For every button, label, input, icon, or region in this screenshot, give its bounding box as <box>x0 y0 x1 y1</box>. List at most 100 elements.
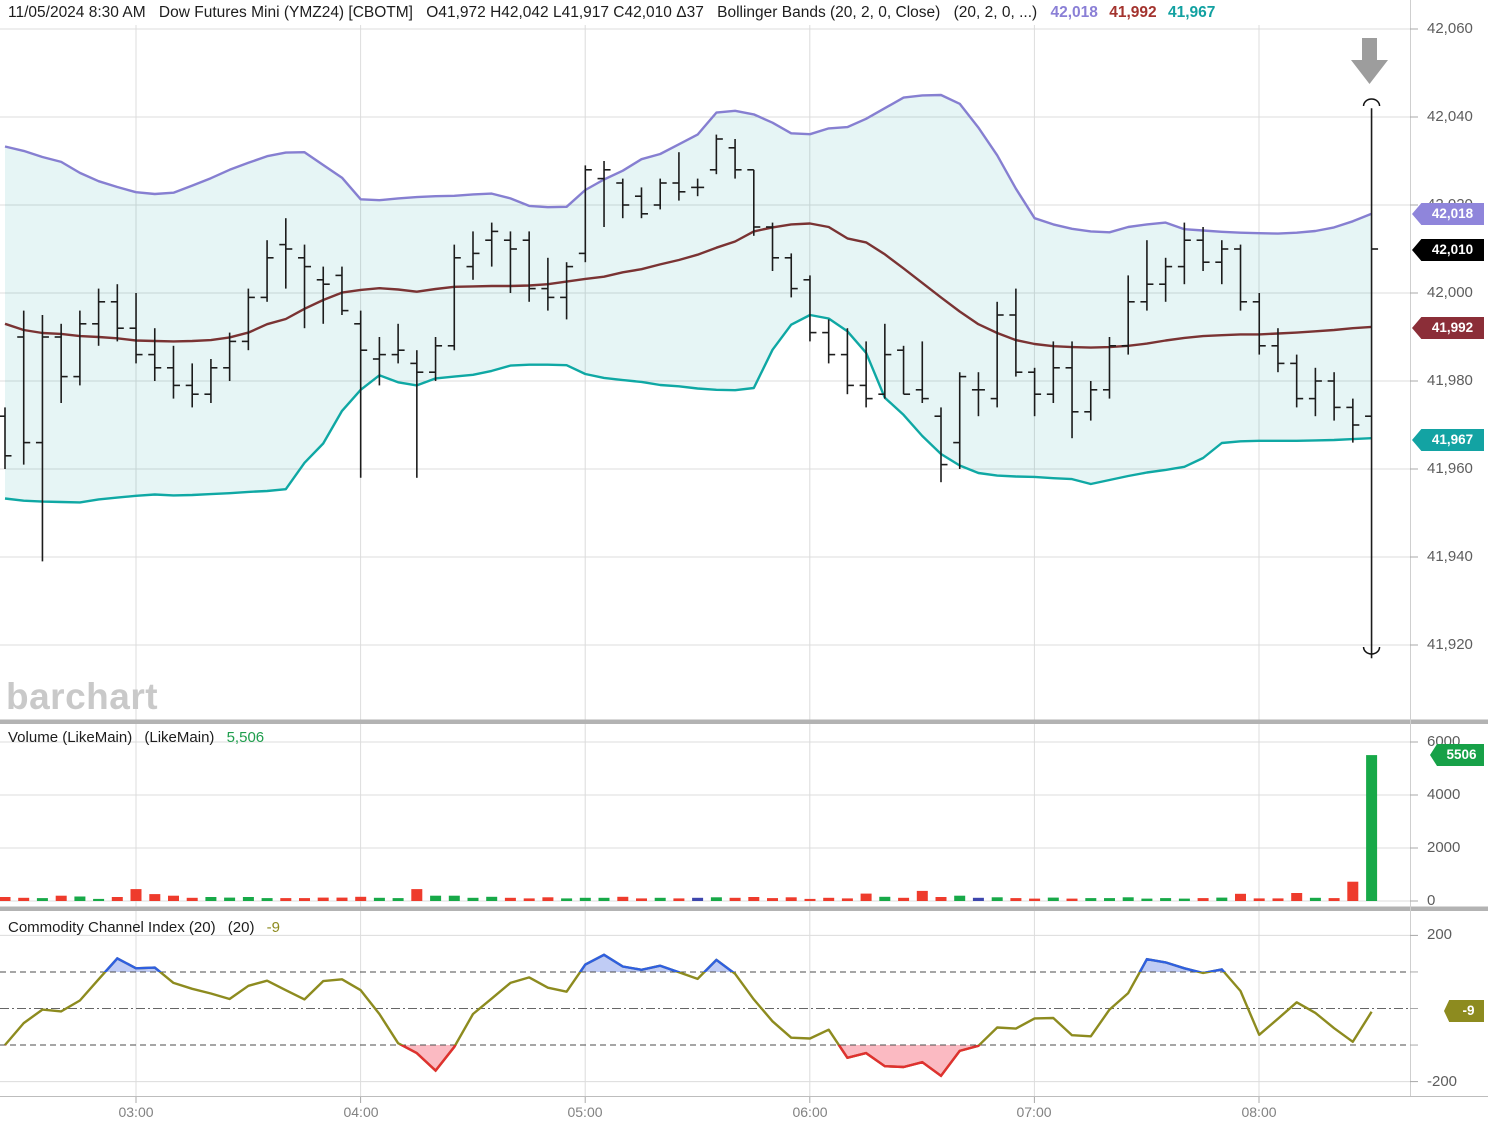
bollinger-band <box>4 93 1373 504</box>
volume-bar <box>317 897 329 901</box>
volume-bar <box>1328 898 1340 901</box>
volume-bar <box>748 897 760 901</box>
volume-bar <box>205 897 217 901</box>
volume-bar <box>486 896 498 901</box>
volume-bar <box>710 897 722 901</box>
volume-bar <box>1366 755 1378 901</box>
volume-bar <box>654 897 666 901</box>
header-study-name: Bollinger Bands (20, 2, 0, Close) <box>717 4 941 21</box>
price-badge: 42,018 <box>1412 203 1484 225</box>
ohlc-bars <box>0 108 1379 659</box>
price-axis-label: 41,920 <box>1427 636 1473 653</box>
volume-bar <box>93 898 105 901</box>
volume-bar <box>991 897 1003 901</box>
volume-bar <box>373 897 385 901</box>
volume-bar <box>860 893 872 901</box>
volume-bar <box>1010 898 1022 901</box>
header-upper-band-value: 42,018 <box>1050 4 1098 21</box>
price-axis-label: 41,980 <box>1427 372 1473 389</box>
volume-bar <box>242 897 254 901</box>
volume-bar <box>224 897 236 901</box>
volume-bar <box>448 895 460 901</box>
cci-line <box>4 953 1373 1078</box>
volume-bar <box>299 898 310 901</box>
cci-current-value: -9 <box>266 919 280 936</box>
panel-separator-2 <box>0 906 1488 911</box>
volume-panel-title: Volume (LikeMain) (LikeMain) 5,506 <box>8 729 272 746</box>
volume-bar <box>1066 898 1078 901</box>
volume-bar <box>336 897 348 901</box>
volume-bar <box>1309 897 1321 901</box>
axis-ticks <box>135 28 1418 1103</box>
volume-bar <box>692 897 704 901</box>
volume-bar <box>261 898 273 901</box>
volume-bar <box>1085 898 1097 901</box>
price-badge: 42,010 <box>1412 239 1484 261</box>
volume-bar <box>916 890 928 901</box>
cci-title-text: Commodity Channel Index (20) <box>8 919 216 936</box>
volume-bar <box>561 898 573 901</box>
time-axis-label: 05:00 <box>567 1104 603 1120</box>
cci-axis-label: -200 <box>1427 1073 1458 1090</box>
volume-bar <box>579 897 591 901</box>
time-axis-label: 06:00 <box>792 1104 828 1120</box>
cci-line-overbought <box>103 953 1226 972</box>
volume-bar <box>954 895 966 901</box>
cci-axis-label: 200 <box>1427 926 1453 943</box>
volume-title-text: Volume (LikeMain) <box>8 729 133 746</box>
volume-bar <box>1160 898 1172 901</box>
volume-bar <box>18 897 30 901</box>
price-badge: 41,992 <box>1412 317 1484 339</box>
volume-bar <box>55 895 67 901</box>
volume-bar <box>729 897 741 901</box>
volume-bar <box>186 897 198 901</box>
volume-bar <box>430 895 442 901</box>
time-axis-label: 03:00 <box>118 1104 154 1120</box>
volume-bar <box>280 898 292 901</box>
volume-bar <box>0 897 11 901</box>
volume-bar <box>1235 893 1246 901</box>
volume-axis-label: 4000 <box>1427 786 1461 803</box>
volume-current-value: 5,506 <box>226 729 265 746</box>
volume-title-params: (LikeMain) <box>144 729 215 746</box>
volume-bar <box>504 897 516 901</box>
time-axis-label: 08:00 <box>1241 1104 1277 1120</box>
gridlines <box>0 25 1410 1096</box>
volume-bar <box>785 897 797 901</box>
volume-bar <box>1291 893 1303 901</box>
price-axis-label: 42,000 <box>1427 284 1473 301</box>
volume-axis-label: 2000 <box>1427 839 1461 856</box>
header-lower-band-value: 41,967 <box>1167 4 1216 21</box>
volume-bar <box>617 896 629 901</box>
volume-bar <box>841 898 853 901</box>
volume-bar <box>168 895 179 901</box>
volume-bar <box>972 897 984 901</box>
volume-bar <box>1272 898 1284 901</box>
volume-bar <box>823 897 835 901</box>
volume-bar <box>673 898 685 901</box>
cci-line-oversold <box>5 1045 981 1078</box>
header-middle-band-value: 41,992 <box>1109 4 1157 21</box>
header-instrument: Dow Futures Mini (YMZ24) [CBOTM] <box>158 4 413 21</box>
barchart-logo-watermark: barchart <box>6 676 159 717</box>
volume-bar <box>898 897 910 901</box>
price-axis-label: 41,960 <box>1427 460 1473 477</box>
cci-oversold-fill <box>5 1045 1372 1076</box>
price-axis-label: 41,940 <box>1427 548 1473 565</box>
volume-bar <box>74 896 86 901</box>
volume-bar <box>130 889 142 901</box>
cci-plot <box>0 953 1410 1078</box>
volume-bar <box>411 889 423 901</box>
volume-bar <box>1141 898 1153 901</box>
volume-bar <box>804 898 816 901</box>
volume-bar <box>1216 897 1228 901</box>
chart-header: 11/05/2024 8:30 AM Dow Futures Mini (YMZ… <box>8 4 1224 22</box>
cci-panel-title: Commodity Channel Index (20) (20) -9 <box>8 919 288 936</box>
volume-bar <box>636 898 647 901</box>
price-badge: 41,967 <box>1412 429 1484 451</box>
volume-bars <box>0 755 1378 901</box>
header-datetime: 11/05/2024 8:30 AM <box>8 4 146 21</box>
volume-bar <box>467 897 479 901</box>
volume-bar <box>1029 898 1041 901</box>
